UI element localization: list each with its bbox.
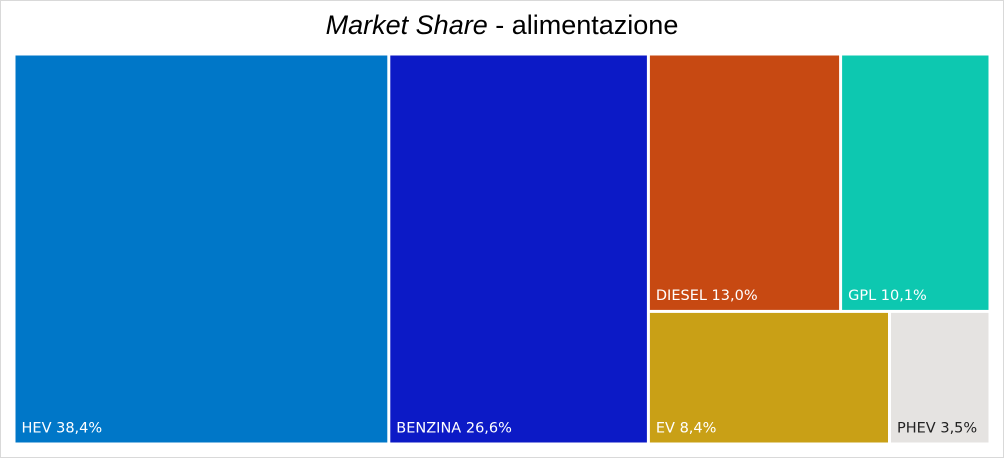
chart-title: Market Share - alimentazione xyxy=(0,10,1004,41)
treemap-label-gpl: GPL 10,1% xyxy=(848,288,927,304)
treemap-tile-diesel xyxy=(649,55,840,310)
treemap-tile-benzina xyxy=(390,55,647,443)
treemap-tile-ev xyxy=(649,312,888,443)
treemap-tile-phev xyxy=(891,312,989,443)
chart-title-rest: - alimentazione xyxy=(487,10,679,40)
treemap-label-ev: EV 8,4% xyxy=(656,421,717,437)
treemap-tile-hev xyxy=(15,55,388,443)
treemap-label-diesel: DIESEL 13,0% xyxy=(656,288,758,304)
treemap-label-benzina: BENZINA 26,6% xyxy=(396,421,512,437)
treemap-tile-gpl xyxy=(842,55,989,310)
chart-title-italic: Market Share xyxy=(325,10,488,40)
treemap-label-hev: HEV 38,4% xyxy=(22,421,103,437)
treemap-label-phev: PHEV 3,5% xyxy=(897,421,977,437)
